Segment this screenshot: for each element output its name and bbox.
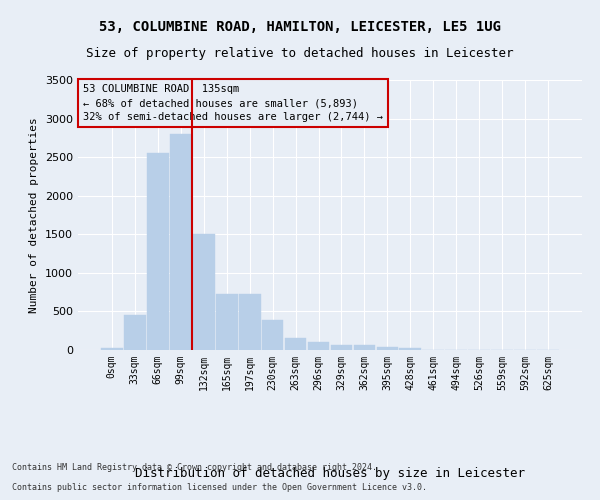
Y-axis label: Number of detached properties: Number of detached properties [29,117,40,313]
Bar [170,134,191,350]
Bar [377,347,398,350]
Bar [262,320,283,350]
Bar [101,348,123,350]
Bar [331,346,352,350]
Text: 53 COLUMBINE ROAD: 135sqm
← 68% of detached houses are smaller (5,893)
32% of se: 53 COLUMBINE ROAD: 135sqm ← 68% of detac… [83,84,383,122]
Bar [308,342,329,350]
Bar [239,294,260,350]
Text: 53, COLUMBINE ROAD, HAMILTON, LEICESTER, LE5 1UG: 53, COLUMBINE ROAD, HAMILTON, LEICESTER,… [99,20,501,34]
Bar [216,294,238,350]
Bar [124,314,146,350]
Bar [147,154,169,350]
Bar [193,234,215,350]
Bar [353,346,376,350]
Bar [400,348,421,350]
X-axis label: Distribution of detached houses by size in Leicester: Distribution of detached houses by size … [135,466,525,479]
Text: Contains HM Land Registry data © Crown copyright and database right 2024.: Contains HM Land Registry data © Crown c… [12,464,377,472]
Text: Contains public sector information licensed under the Open Government Licence v3: Contains public sector information licen… [12,484,427,492]
Bar [284,338,307,350]
Text: Size of property relative to detached houses in Leicester: Size of property relative to detached ho… [86,48,514,60]
